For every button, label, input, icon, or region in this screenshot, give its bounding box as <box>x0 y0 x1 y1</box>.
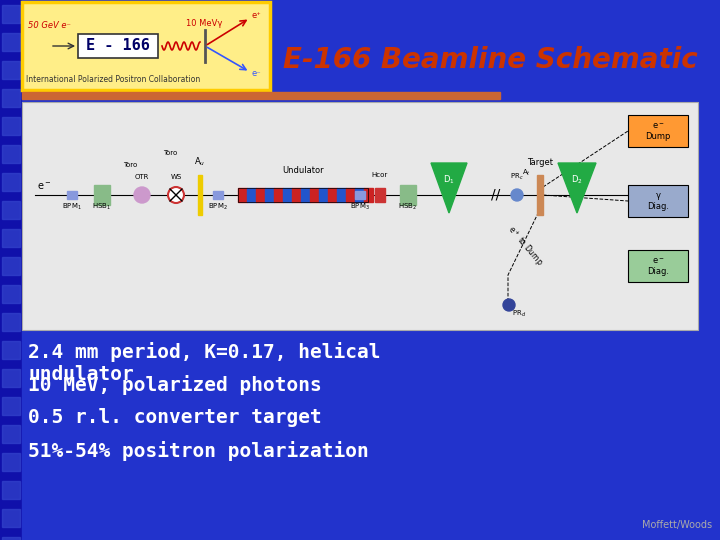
Bar <box>238 188 368 202</box>
Text: Moffett/Woods: Moffett/Woods <box>642 520 712 530</box>
Bar <box>67 191 77 199</box>
Circle shape <box>503 299 515 311</box>
Text: //: // <box>491 188 500 202</box>
Bar <box>628 115 688 147</box>
Circle shape <box>168 187 184 203</box>
Bar <box>375 188 385 202</box>
Text: e$^-$: e$^-$ <box>37 181 51 192</box>
Bar <box>2 537 20 540</box>
Bar <box>2 285 20 303</box>
Bar <box>247 188 256 202</box>
Bar <box>198 175 202 215</box>
Text: E-166 Beamline Schematic: E-166 Beamline Schematic <box>283 46 698 74</box>
Bar <box>2 61 20 79</box>
Bar <box>2 89 20 107</box>
Bar <box>400 185 416 205</box>
Text: E - 166: E - 166 <box>86 38 150 53</box>
Bar <box>292 188 301 202</box>
Text: International Polarized Positron Collaboration: International Polarized Positron Collabo… <box>26 76 200 84</box>
Polygon shape <box>558 163 596 213</box>
Bar <box>265 188 274 202</box>
Text: A$_u$: A$_u$ <box>194 156 206 168</box>
Bar <box>319 188 328 202</box>
Text: HSB$_2$: HSB$_2$ <box>398 202 418 212</box>
Text: e⁺: e⁺ <box>252 11 262 21</box>
Text: BPM$_2$: BPM$_2$ <box>208 202 228 212</box>
Bar <box>2 369 20 387</box>
Bar <box>2 145 20 163</box>
Bar <box>2 397 20 415</box>
Bar <box>94 185 110 205</box>
Text: Undulator: Undulator <box>282 166 324 175</box>
Text: A$_t$: A$_t$ <box>521 168 531 178</box>
Bar <box>213 191 223 199</box>
Bar <box>22 92 500 99</box>
Bar <box>355 188 364 202</box>
Bar <box>2 117 20 135</box>
Text: PR$_d$: PR$_d$ <box>512 309 526 319</box>
Bar <box>22 2 270 90</box>
Bar <box>2 173 20 191</box>
Text: BPM$_1$: BPM$_1$ <box>62 202 82 212</box>
Bar <box>2 425 20 443</box>
Bar <box>337 188 346 202</box>
Bar <box>22 102 698 330</box>
Text: e$^+$ to Dump: e$^+$ to Dump <box>504 223 546 269</box>
Bar <box>2 201 20 219</box>
Bar <box>537 175 543 215</box>
Text: e$^-$
Dump: e$^-$ Dump <box>645 121 671 141</box>
Text: OTR: OTR <box>135 174 149 180</box>
Bar <box>283 188 292 202</box>
Text: 10 MeV, polarized photons: 10 MeV, polarized photons <box>28 375 322 395</box>
Circle shape <box>134 187 150 203</box>
Bar <box>2 229 20 247</box>
Bar <box>2 257 20 275</box>
Bar <box>301 188 310 202</box>
Bar <box>256 188 265 202</box>
Bar <box>628 185 688 217</box>
Text: WS: WS <box>171 174 181 180</box>
Text: PR$_c$: PR$_c$ <box>510 172 524 182</box>
Bar <box>328 188 337 202</box>
Bar <box>0 0 22 540</box>
Bar <box>2 313 20 331</box>
Bar <box>346 188 355 202</box>
Text: 2.4 mm period, K=0.17, helical
undulator: 2.4 mm period, K=0.17, helical undulator <box>28 342 380 384</box>
Text: Toro: Toro <box>163 150 177 156</box>
Text: 50 GeV e⁻: 50 GeV e⁻ <box>28 22 71 30</box>
Text: 51%-54% positron polarization: 51%-54% positron polarization <box>28 441 369 461</box>
Text: HSB$_1$: HSB$_1$ <box>92 202 112 212</box>
Text: 0.5 r.l. converter target: 0.5 r.l. converter target <box>28 408 322 427</box>
Bar <box>628 250 688 282</box>
Bar <box>238 188 247 202</box>
Bar <box>274 188 283 202</box>
Text: Target: Target <box>527 158 553 167</box>
Text: BPM$_3$: BPM$_3$ <box>350 202 370 212</box>
Text: D$_1$: D$_1$ <box>444 174 455 186</box>
Circle shape <box>511 189 523 201</box>
Text: Toro: Toro <box>123 162 137 168</box>
Bar <box>2 509 20 527</box>
Bar <box>2 341 20 359</box>
Bar <box>364 188 373 202</box>
Polygon shape <box>431 163 467 213</box>
Bar <box>355 191 365 199</box>
Bar <box>2 481 20 499</box>
Text: e$^-$
Diag.: e$^-$ Diag. <box>647 256 669 276</box>
Text: 10 MeVγ: 10 MeVγ <box>186 19 222 29</box>
Text: Hcor: Hcor <box>372 172 388 178</box>
Text: γ
Diag.: γ Diag. <box>647 191 669 211</box>
Bar <box>2 5 20 23</box>
Bar <box>310 188 319 202</box>
Bar <box>2 453 20 471</box>
Bar <box>2 33 20 51</box>
Text: e⁻: e⁻ <box>252 70 261 78</box>
Text: D$_2$: D$_2$ <box>571 174 583 186</box>
Bar <box>78 34 158 58</box>
